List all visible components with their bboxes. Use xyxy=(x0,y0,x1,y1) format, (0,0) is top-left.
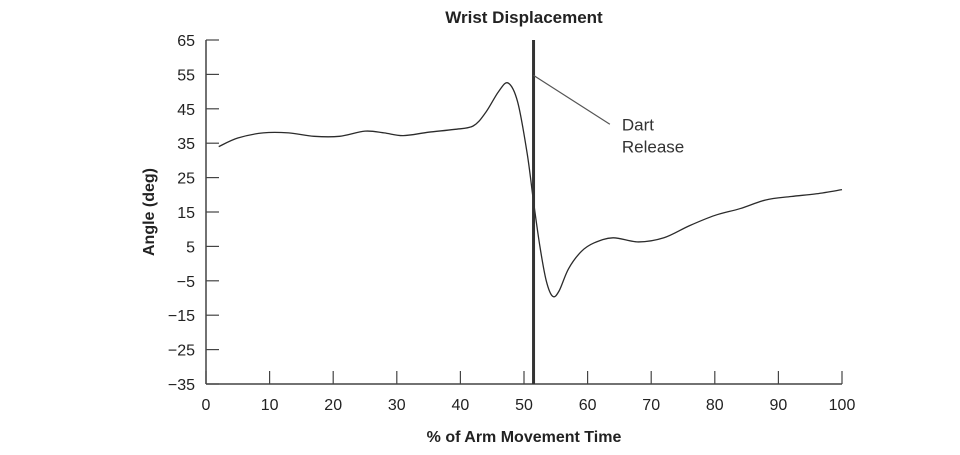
y-tick-label: −15 xyxy=(168,308,195,325)
y-tick-label: 15 xyxy=(177,205,195,222)
y-tick-label: 55 xyxy=(177,67,195,84)
y-tick-label: 65 xyxy=(177,33,195,50)
y-tick-label: −5 xyxy=(177,274,195,291)
x-tick-label: 50 xyxy=(515,397,533,414)
dart-release-label: Dart xyxy=(622,115,654,134)
y-tick-label: 35 xyxy=(177,136,195,153)
x-tick-label: 60 xyxy=(579,397,597,414)
y-tick-label: 25 xyxy=(177,171,195,188)
y-axis-label: Angle (deg) xyxy=(141,168,158,256)
axes: 65 55 45 35 25 15 5 −5 −15 −25 −35 0 10 20 30 40 50 60 70 8… xyxy=(168,33,856,414)
dart-release-pointer xyxy=(533,74,611,125)
x-tick-label: 30 xyxy=(388,397,406,414)
x-axis-label: % of Arm Movement Time xyxy=(427,429,622,446)
y-tick-label: 5 xyxy=(186,239,195,256)
x-tick-label: 40 xyxy=(452,397,470,414)
y-tick-label: −25 xyxy=(168,343,195,360)
series-line-wrist-angle xyxy=(218,82,843,298)
annotations: Dart Release xyxy=(532,40,684,384)
x-tick-label: 70 xyxy=(642,397,660,414)
x-tick-label: 90 xyxy=(770,397,788,414)
x-tick-label: 20 xyxy=(324,397,342,414)
x-tick-label: 10 xyxy=(261,397,279,414)
x-tick-label: 0 xyxy=(202,397,211,414)
y-tick-label: 45 xyxy=(177,102,195,119)
plot-area xyxy=(218,82,843,298)
x-tick-label: 80 xyxy=(706,397,724,414)
dart-release-label: Release xyxy=(622,137,684,156)
chart-title: Wrist Displacement xyxy=(445,8,603,27)
y-tick-label: −35 xyxy=(168,377,195,394)
x-tick-label: 100 xyxy=(829,397,856,414)
